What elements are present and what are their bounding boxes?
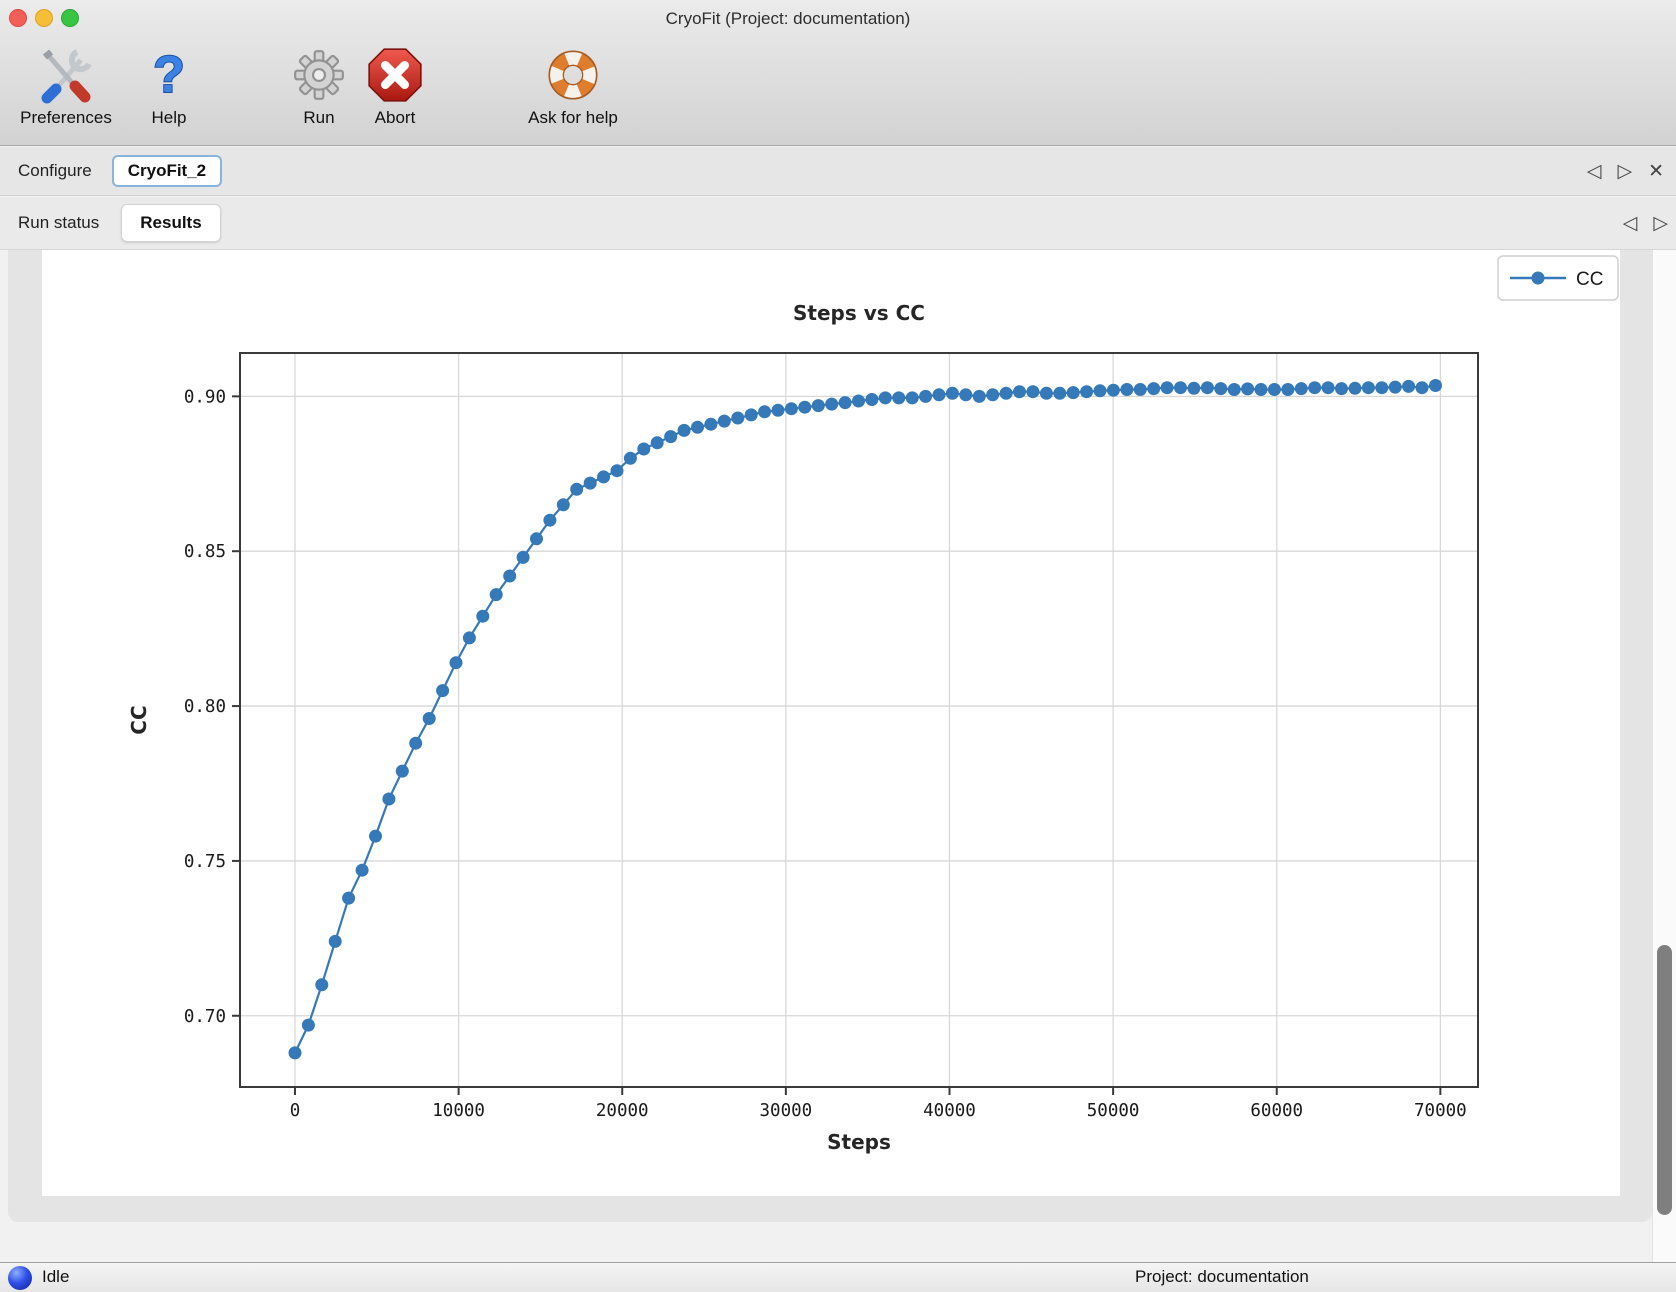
help-label: Help	[151, 108, 187, 127]
run-button[interactable]: Run	[259, 44, 379, 128]
svg-text:0: 0	[290, 1101, 301, 1121]
svg-text:0.85: 0.85	[184, 542, 226, 562]
tab-scroll-left-icon[interactable]: ◁	[1622, 212, 1638, 234]
svg-text:30000: 30000	[760, 1101, 813, 1121]
svg-text:0.75: 0.75	[184, 852, 226, 872]
tab-cryofit-2[interactable]: CryoFit_2	[111, 155, 223, 187]
preferences-button[interactable]: Preferences	[6, 44, 126, 128]
window-title: CryoFit (Project: documentation)	[665, 9, 911, 28]
run-gear-icon	[259, 44, 379, 106]
tab-configure[interactable]: Configure	[18, 161, 92, 180]
preferences-label: Preferences	[20, 108, 112, 127]
status-indicator-icon	[8, 1266, 32, 1290]
run-label: Run	[303, 108, 335, 127]
traffic-lights	[9, 9, 79, 27]
tab-results[interactable]: Results	[121, 204, 221, 242]
status-project: Project: documentation	[1135, 1267, 1309, 1286]
steps-vs-cc-chart: 0 10000 20000 30000 40000 50000 60000 70000 0.70…	[127, 255, 1619, 1154]
svg-text:20000: 20000	[596, 1101, 649, 1121]
svg-text:CC: CC	[127, 705, 151, 734]
plot-panel: 0 10000 20000 30000 40000 50000 60000 70000 0.70…	[8, 250, 1652, 1222]
svg-text:10000: 10000	[432, 1101, 485, 1121]
tab-run-status[interactable]: Run status	[18, 213, 100, 232]
tab-scroll-right-icon[interactable]: ▷	[1653, 212, 1668, 234]
vertical-scrollbar[interactable]	[1652, 250, 1676, 1262]
ask-for-help-label: Ask for help	[528, 108, 618, 127]
svg-text:50000: 50000	[1087, 1101, 1140, 1121]
lifebuoy-icon	[513, 44, 633, 106]
inner-tab-bar: Run status Results ◁ ▷	[0, 197, 1676, 250]
close-window-button[interactable]	[9, 9, 27, 27]
svg-text:Steps: Steps	[827, 1130, 891, 1154]
svg-text:CC: CC	[1576, 269, 1603, 290]
status-state: Idle	[42, 1267, 70, 1286]
abort-label: Abort	[374, 108, 416, 127]
minimize-window-button[interactable]	[35, 9, 53, 27]
svg-text:40000: 40000	[923, 1101, 976, 1121]
results-pane: 0 10000 20000 30000 40000 50000 60000 70000 0.70…	[0, 250, 1676, 1262]
svg-text:?: ?	[153, 46, 185, 104]
svg-text:60000: 60000	[1250, 1101, 1303, 1121]
svg-text:0.70: 0.70	[184, 1007, 226, 1027]
tab-scroll-left-icon[interactable]: ◁	[1586, 160, 1602, 182]
svg-text:Steps vs CC: Steps vs CC	[793, 301, 925, 325]
svg-text:0.90: 0.90	[184, 387, 226, 407]
figure-canvas: 0 10000 20000 30000 40000 50000 60000 70000 0.70…	[42, 250, 1620, 1196]
status-bar: Idle Project: documentation	[0, 1262, 1676, 1292]
header: CryoFit (Project: documentation) Prefere…	[0, 0, 1676, 146]
abort-button[interactable]: Abort	[335, 44, 455, 128]
svg-text:0.80: 0.80	[184, 697, 226, 717]
scrollbar-thumb[interactable]	[1657, 945, 1672, 1215]
outer-tab-nav: ◁ ▷ ✕	[1587, 147, 1664, 195]
help-question-icon: ?	[109, 44, 229, 106]
tab-scroll-right-icon[interactable]: ▷	[1617, 160, 1633, 182]
tab-close-icon[interactable]: ✕	[1648, 160, 1664, 182]
outer-tab-bar: Configure CryoFit_2 ◁ ▷ ✕	[0, 147, 1676, 196]
preferences-tools-icon	[6, 44, 126, 106]
svg-text:70000: 70000	[1414, 1101, 1467, 1121]
ask-for-help-button[interactable]: Ask for help	[513, 44, 633, 128]
inner-tab-nav: ◁ ▷	[1623, 197, 1668, 249]
abort-octagon-icon	[335, 44, 455, 106]
help-button[interactable]: ? Help	[109, 44, 229, 128]
zoom-window-button[interactable]	[61, 9, 79, 27]
